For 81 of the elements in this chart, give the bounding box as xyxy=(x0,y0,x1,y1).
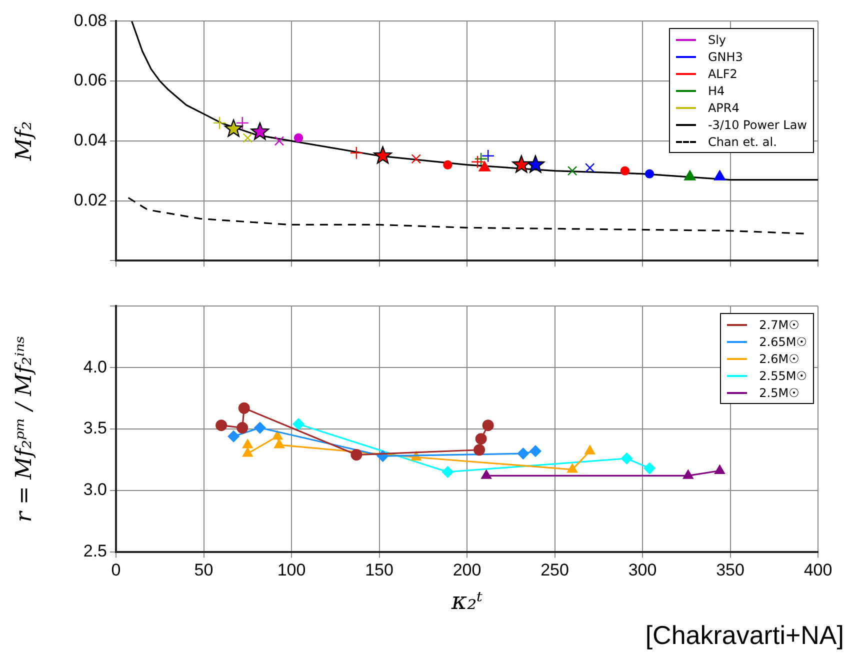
point xyxy=(482,420,494,432)
x-tick-label: 300 xyxy=(628,560,657,580)
point xyxy=(620,166,630,176)
point xyxy=(272,430,283,440)
legend-label: Chan et. al. xyxy=(708,134,777,148)
point xyxy=(236,116,249,130)
point xyxy=(567,166,578,176)
point xyxy=(530,445,542,457)
point xyxy=(478,161,490,172)
point xyxy=(517,448,529,460)
legend-label: APR4 xyxy=(708,100,740,114)
point xyxy=(644,169,654,178)
point xyxy=(212,116,226,130)
x-axis-title: κ₂ᵗ xyxy=(450,586,483,615)
point xyxy=(684,170,696,180)
text: [Chakravarti+NA] xyxy=(645,620,844,651)
point xyxy=(474,444,486,456)
legend-label: H4 xyxy=(708,84,725,98)
legend-label: ALF2 xyxy=(708,66,738,80)
x-tick-label: 400 xyxy=(804,560,832,580)
point xyxy=(714,170,726,180)
point xyxy=(242,448,253,457)
point xyxy=(294,133,304,143)
y-tick-label: 2.5 xyxy=(83,541,107,560)
y-tick-label: 0.06 xyxy=(74,70,107,90)
point xyxy=(250,122,270,140)
point xyxy=(228,430,240,442)
point xyxy=(475,433,487,445)
point xyxy=(481,149,495,162)
legend-label: 2.55M☉ xyxy=(759,368,807,382)
y-axis-title: Mf₂ xyxy=(12,121,37,162)
point xyxy=(242,439,253,448)
point xyxy=(714,465,725,474)
legend-label: 2.5M☉ xyxy=(759,386,800,400)
x-tick-label: 200 xyxy=(452,560,482,580)
legend-label: 2.7M☉ xyxy=(759,318,800,332)
x-tick-label: 150 xyxy=(365,560,394,580)
point xyxy=(216,420,228,432)
x-tick-label: 0 xyxy=(111,560,121,580)
point xyxy=(292,418,304,430)
point xyxy=(584,445,595,454)
point xyxy=(254,422,266,434)
y-tick-label: 0.04 xyxy=(74,130,107,150)
point xyxy=(512,155,531,173)
point xyxy=(620,452,632,464)
y-tick-label: 0.08 xyxy=(74,10,107,30)
y-tick-label: 3.0 xyxy=(83,480,107,500)
point xyxy=(350,449,362,461)
point xyxy=(443,160,452,170)
x-tick-label: 250 xyxy=(540,560,569,580)
line-series xyxy=(127,196,807,234)
point xyxy=(224,119,243,137)
point xyxy=(350,146,364,160)
point xyxy=(474,152,488,166)
y-tick-label: 3.5 xyxy=(83,418,107,438)
point xyxy=(274,136,284,146)
x-tick-label: 350 xyxy=(716,560,744,580)
y-axis-title: r = Mf₂ᵖᵐ / Mf₂ⁱⁿˢ xyxy=(12,336,37,522)
point xyxy=(274,439,284,448)
legend-label: -3/10 Power Law xyxy=(708,118,807,132)
point xyxy=(242,133,252,143)
legend-label: Sly xyxy=(708,32,726,46)
point xyxy=(683,470,694,479)
legend-label: 2.6M☉ xyxy=(759,352,800,366)
x-tick-label: 100 xyxy=(277,560,306,580)
y-tick-label: 4.0 xyxy=(83,357,107,376)
point xyxy=(644,462,656,474)
point xyxy=(374,146,392,164)
legend-label: 2.65M☉ xyxy=(759,334,807,348)
point xyxy=(567,464,578,473)
point xyxy=(526,155,545,173)
point xyxy=(411,154,421,164)
point xyxy=(470,155,484,168)
point xyxy=(481,470,492,479)
legend-label: GNH3 xyxy=(708,50,743,64)
y-tick-label: 0.02 xyxy=(74,190,107,210)
point xyxy=(236,422,248,434)
point xyxy=(442,466,454,478)
point xyxy=(238,402,250,414)
point xyxy=(585,162,595,173)
x-tick-label: 50 xyxy=(194,560,214,580)
